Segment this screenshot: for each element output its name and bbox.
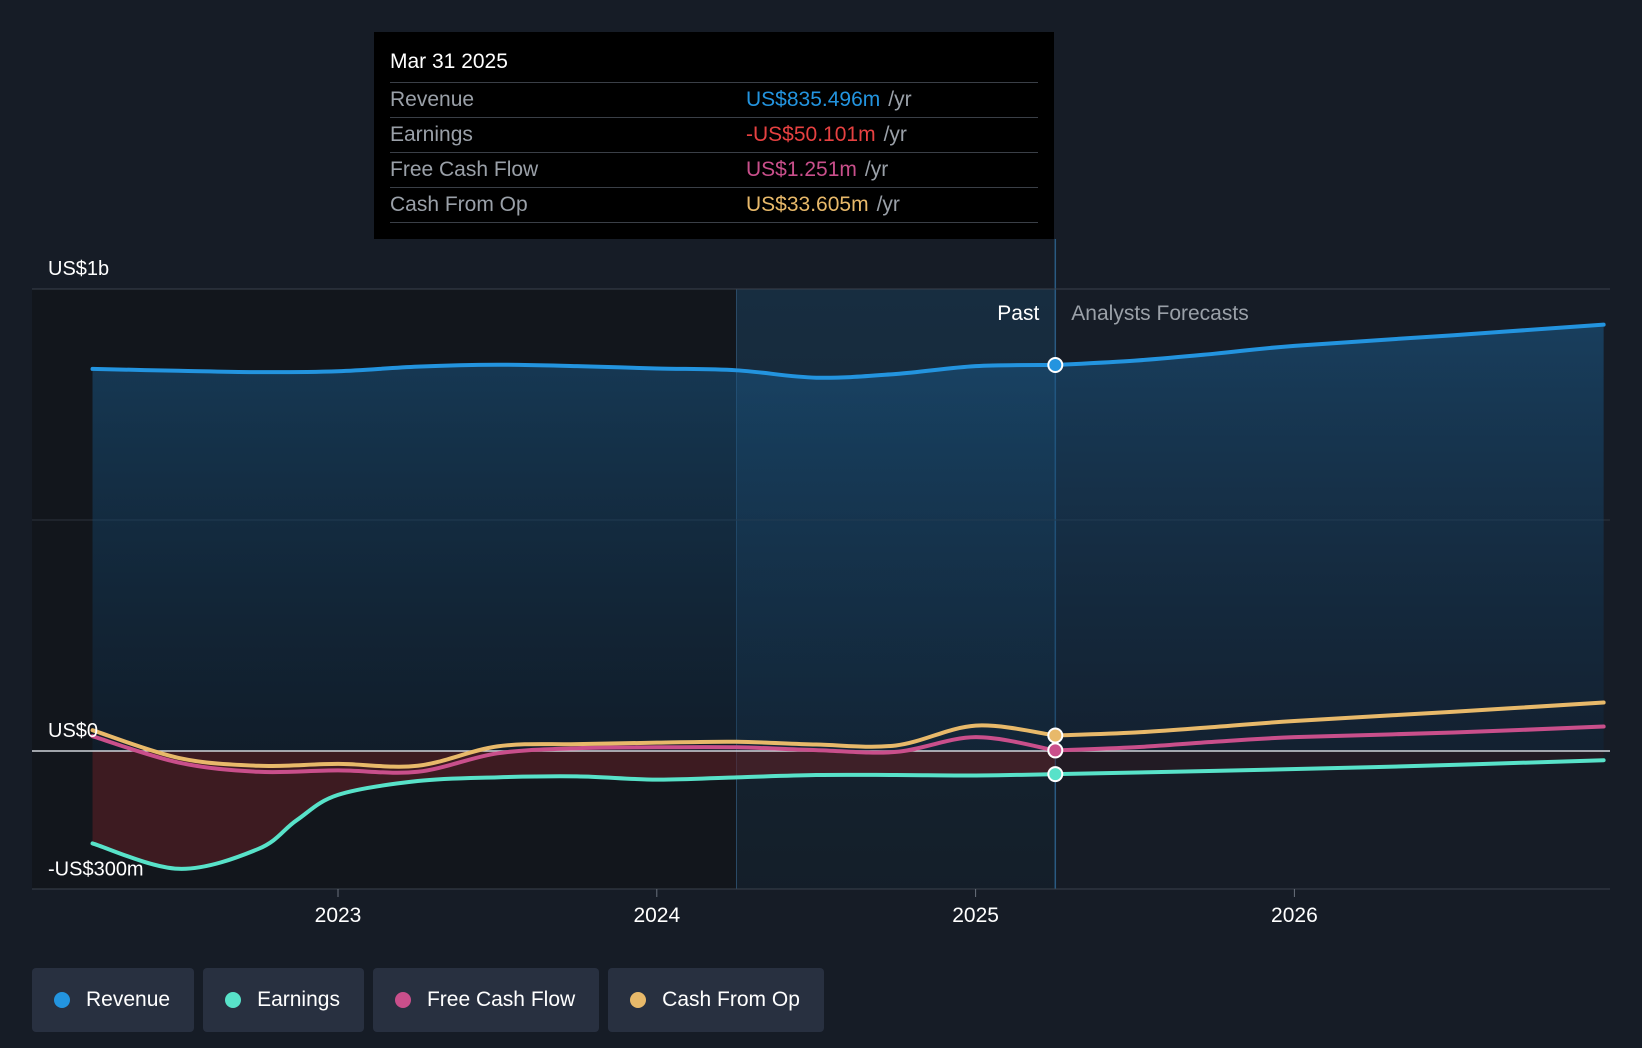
free-cash-flow-line-forecast <box>1053 724 1606 753</box>
tooltip-row-free-cash-flow: Free Cash Flow US$1.251m /yr <box>390 153 1038 188</box>
revenue-marker <box>1047 356 1064 373</box>
earnings-line-forecast <box>1053 758 1606 777</box>
earnings-area <box>92 751 1056 869</box>
revenue-area <box>92 324 1604 751</box>
past-label: Past <box>997 302 1039 325</box>
legend-item-revenue[interactable]: Revenue <box>32 968 195 1032</box>
cash-from-op-marker <box>1047 727 1064 744</box>
cash-from-op-line-forecast <box>1053 700 1606 738</box>
tooltip-row-revenue: Revenue US$835.496m /yr <box>390 83 1038 118</box>
x-tick-label: 2025 <box>952 904 999 927</box>
tooltip-row-earnings: Earnings -US$50.101m /yr <box>390 118 1038 153</box>
cash-from-op-line-past <box>90 723 1058 769</box>
y-tick-label: -US$300m <box>48 859 144 881</box>
tooltip-unit: /yr <box>864 158 889 181</box>
legend-label: Revenue <box>86 988 171 1011</box>
tooltip-row-cash-from-op: Cash From Op US$33.605m /yr <box>390 188 1038 223</box>
tooltip-unit: /yr <box>883 123 907 146</box>
tooltip-value: US$1.251m <box>746 158 857 181</box>
legend-item-cash-from-op[interactable]: Cash From Op <box>608 968 824 1032</box>
revenue-line-past <box>90 362 1058 380</box>
x-tick-label: 2023 <box>315 904 362 927</box>
tooltip-label: Cash From Op <box>390 193 528 216</box>
free-cash-flow-line-past <box>90 734 1058 775</box>
free-cash-flow-marker <box>1047 742 1064 759</box>
tooltip-label: Free Cash Flow <box>390 158 539 181</box>
tooltip-label: Earnings <box>390 123 473 146</box>
legend-label: Earnings <box>257 988 340 1011</box>
legend-item-earnings[interactable]: Earnings <box>203 968 364 1032</box>
tooltip-value: US$33.605m <box>746 193 869 216</box>
legend-item-free-cash-flow[interactable]: Free Cash Flow <box>372 968 600 1032</box>
tooltip-unit: /yr <box>876 193 900 216</box>
y-tick-label: US$0 <box>48 720 98 742</box>
tooltip-label: Revenue <box>390 88 475 111</box>
earnings-marker <box>1047 766 1064 783</box>
legend-label: Cash From Op <box>662 988 800 1011</box>
x-tick-label: 2024 <box>633 904 680 927</box>
tooltip: Mar 31 2025 Revenue US$835.496m /yr Earn… <box>374 32 1054 239</box>
revenue-line-forecast <box>1053 322 1606 367</box>
revenue-dot-icon <box>54 992 70 1008</box>
free-cash-flow-dot-icon <box>394 992 411 1008</box>
legend: Revenue Earnings Free Cash Flow Cash Fro… <box>32 968 824 1032</box>
earnings-dot-icon <box>225 992 242 1008</box>
tooltip-unit: /yr <box>888 88 912 111</box>
tooltip-value: -US$50.101m <box>746 123 876 146</box>
earnings-forecast-area <box>1055 751 1604 775</box>
tooltip-date: Mar 31 2025 <box>390 46 1038 83</box>
legend-label: Free Cash Flow <box>426 988 576 1011</box>
y-tick-label: US$1b <box>48 258 109 280</box>
cash-from-op-dot-icon <box>630 992 647 1008</box>
x-tick-label: 2026 <box>1271 904 1318 927</box>
forecast-label: Analysts Forecasts <box>1071 302 1248 325</box>
tooltip-value: US$835.496m <box>746 88 881 111</box>
earnings-line-past <box>90 772 1058 871</box>
